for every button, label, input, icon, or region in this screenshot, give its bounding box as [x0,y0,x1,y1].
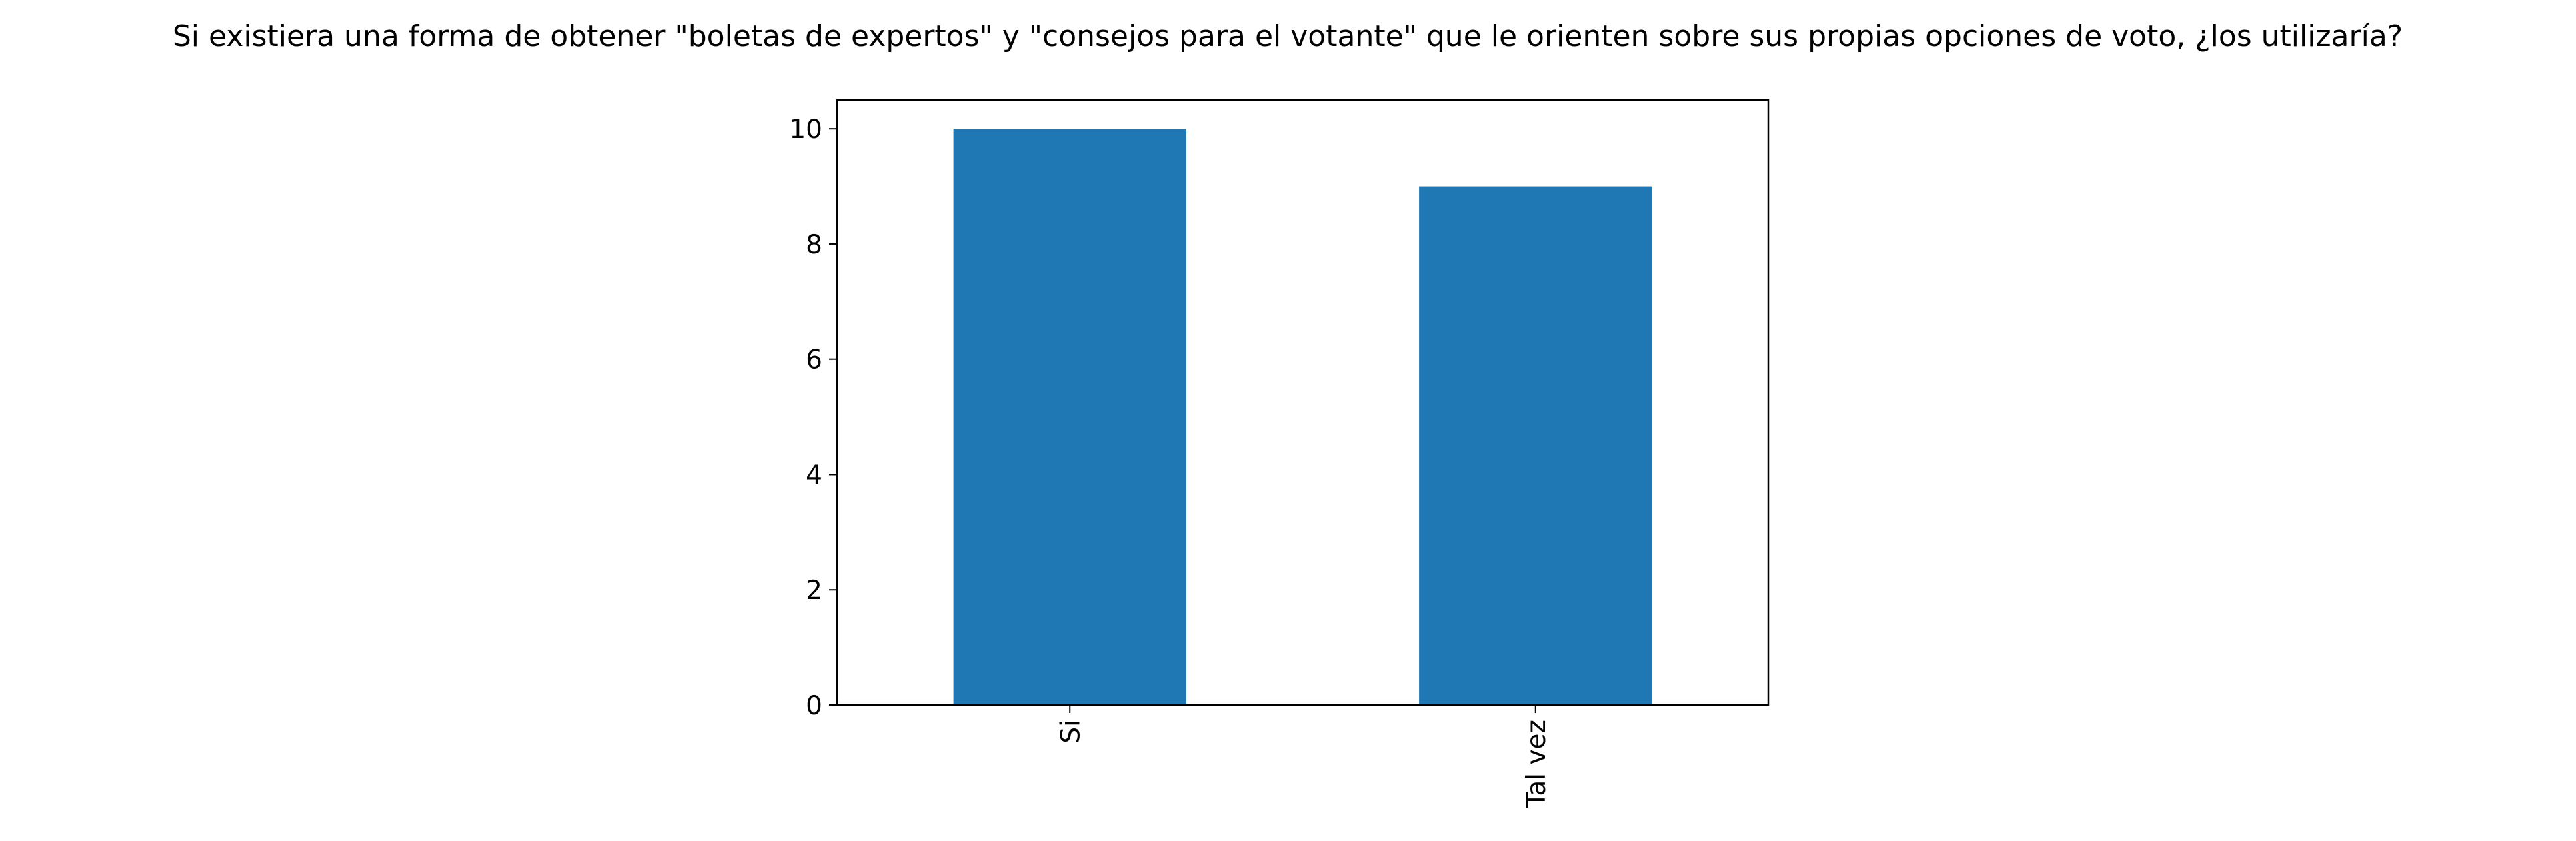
y-tick-label: 4 [806,460,822,490]
y-tick-label: 10 [789,115,822,145]
bar-tal-vez [1419,186,1652,706]
bar-si [953,129,1186,705]
y-tick-label: 8 [806,230,822,260]
y-tick-label: 6 [806,345,822,375]
y-tick-label: 2 [806,576,822,606]
plot-area: Si Tal vez 0 2 4 6 8 10 [789,99,1770,808]
x-tick-label: Tal vez [1522,720,1552,808]
y-tick-label: 0 [806,691,822,721]
chart-title: Si existiera una forma de obtener "bolet… [173,19,2403,53]
x-tick-label: Si [1056,720,1086,744]
axes-frame [836,99,1770,706]
